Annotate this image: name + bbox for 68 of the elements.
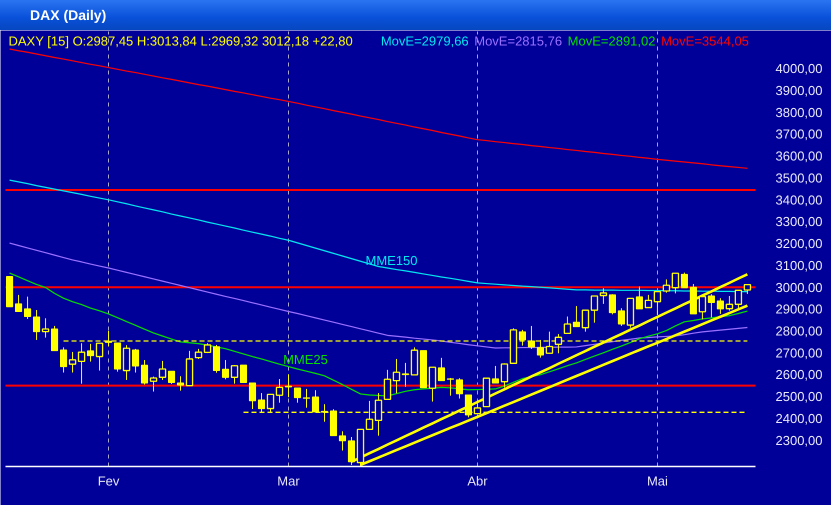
- candlestick: [132, 348, 140, 374]
- candlestick: [564, 316, 572, 334]
- candlestick: [212, 344, 220, 374]
- text: MovE=2815,76: [474, 34, 562, 48]
- candlestick: [438, 357, 446, 382]
- y-tick-label: 2600,00: [776, 367, 822, 382]
- y-tick-label: 2300,00: [776, 432, 822, 448]
- y-tick-label: 2800,00: [776, 323, 822, 338]
- candlestick: [302, 388, 310, 408]
- candlestick: [392, 358, 400, 394]
- candlestick: [456, 378, 464, 400]
- y-tick-label: 4000,00: [776, 61, 822, 76]
- y-tick-label: 2700,00: [776, 345, 822, 360]
- annotation: MME25: [283, 352, 328, 367]
- candlestick: [14, 294, 22, 312]
- candlestick: [446, 377, 454, 396]
- candlestick: [24, 296, 32, 320]
- candlestick: [194, 348, 202, 360]
- text: MovE=3544,05: [661, 34, 749, 48]
- candlestick: [60, 346, 68, 374]
- line-series: [8, 48, 748, 169]
- candlestick: [168, 370, 176, 384]
- candlestick: [230, 364, 238, 384]
- candlestick: [294, 388, 302, 404]
- candlestick: [590, 295, 598, 324]
- candlestick: [176, 376, 184, 392]
- chart-title: DAX (Daily): [30, 6, 106, 25]
- candlestick: [338, 430, 346, 452]
- annotation: DAXY [15] O:2987,45 H:3013,84 L:2969,32 3012,18 +22,80: [8, 34, 353, 48]
- candlestick: [600, 288, 608, 304]
- y-tick-label: 2400,00: [776, 410, 822, 426]
- candlestick: [158, 360, 166, 380]
- text: MovE=2979,66: [380, 34, 469, 48]
- y-tick-label: 3500,00: [776, 170, 822, 186]
- y-tick-label: 2500,00: [776, 389, 822, 404]
- candlestick: [428, 366, 436, 402]
- candlestick: [32, 309, 40, 340]
- y-tick-label: 3900,00: [776, 83, 822, 98]
- candlestick: [240, 364, 248, 384]
- x-tick-label: Mar: [277, 474, 300, 488]
- candlestick: [140, 360, 148, 386]
- candlestick: [402, 362, 410, 388]
- candlestick: [248, 382, 256, 410]
- y-tick-label: 3800,00: [776, 104, 822, 120]
- text: MovE=2891,02: [568, 34, 656, 48]
- x-tick-label: Fev: [98, 474, 120, 488]
- candlestick: [284, 374, 292, 398]
- candlestick: [222, 360, 230, 380]
- y-tick-label: 3700,00: [776, 126, 822, 142]
- y-tick-label: 3600,00: [776, 148, 822, 164]
- y-tick-label: 3100,00: [776, 258, 822, 273]
- annotation: MME150: [365, 253, 418, 268]
- candlestick: [608, 294, 616, 315]
- candlestick: [68, 351, 76, 374]
- y-tick-label: 3000,00: [776, 280, 822, 295]
- y-tick-label: 3200,00: [776, 236, 822, 252]
- candlestick: [86, 343, 94, 362]
- x-tick-label: Mai: [646, 474, 668, 488]
- x-tick-label: Abr: [467, 474, 488, 488]
- candlestick: [384, 369, 392, 400]
- candlestick: [276, 378, 284, 404]
- y-tick-label: 2900,00: [776, 302, 822, 317]
- candlestick: [122, 344, 130, 380]
- y-tick-label: 3400,00: [776, 192, 822, 208]
- candlestick: [150, 376, 158, 392]
- y-tick-label: 3300,00: [776, 214, 822, 230]
- candlestick: [744, 284, 752, 294]
- candlestick: [680, 272, 688, 288]
